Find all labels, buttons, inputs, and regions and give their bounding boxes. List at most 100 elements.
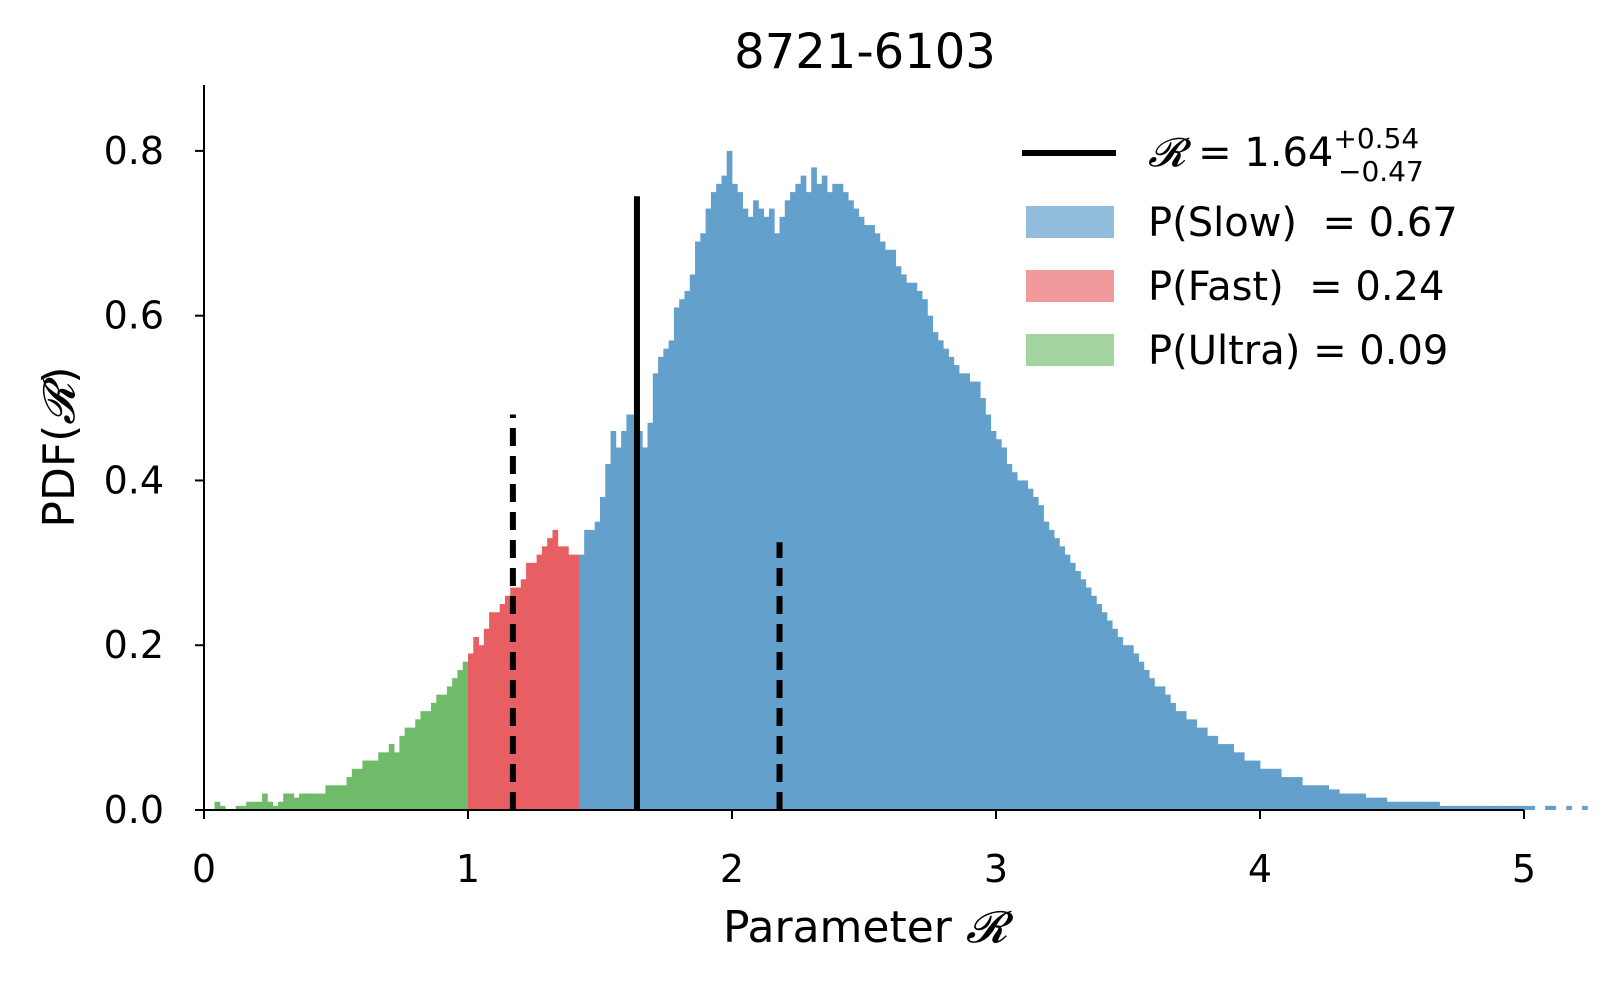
histogram-bar-slow xyxy=(1365,797,1372,810)
histogram-bar-ultra xyxy=(251,801,258,810)
histogram-bar-slow xyxy=(774,233,780,810)
histogram-bar-fast xyxy=(552,529,559,810)
x-axis-label: Parameter 𝓡 xyxy=(723,902,1014,953)
histogram-bar-ultra xyxy=(262,793,268,810)
histogram-bar-ultra xyxy=(341,785,347,810)
histogram-bar-slow xyxy=(621,431,627,810)
histogram-bar-slow xyxy=(695,241,701,811)
histogram-bar-slow xyxy=(1212,735,1219,810)
histogram-bar-slow xyxy=(1238,752,1245,810)
histogram-bar-slow xyxy=(959,373,965,810)
histogram-bar-slow xyxy=(1296,777,1303,810)
histogram-bar-slow xyxy=(879,241,886,811)
histogram-bar-fast xyxy=(563,546,569,810)
histogram-bar-slow xyxy=(1017,480,1023,810)
histogram-bar-slow xyxy=(1096,604,1102,810)
histogram-bar-fast xyxy=(504,595,511,810)
histogram-bar-slow xyxy=(1164,694,1171,810)
histogram-bar-slow xyxy=(1217,744,1224,810)
histogram-bar-fast xyxy=(541,546,548,810)
histogram-bar-fast xyxy=(494,612,501,810)
histogram-bar-ultra xyxy=(399,735,406,810)
histogram-bar-slow xyxy=(1122,645,1129,810)
histogram-bar-ultra xyxy=(441,694,448,810)
histogram-bar-slow xyxy=(642,447,648,810)
histogram-bar-slow xyxy=(1529,805,1535,810)
histogram-bar-slow xyxy=(1312,785,1319,810)
histogram-bar-slow xyxy=(1487,805,1493,810)
histogram-bar-slow xyxy=(1550,805,1557,810)
histogram-bar-slow xyxy=(869,225,875,810)
histogram-bar-slow xyxy=(1244,760,1250,810)
histogram-bar-slow xyxy=(679,299,685,810)
histogram-bar-slow xyxy=(1413,801,1419,810)
histogram-bar-slow xyxy=(1154,686,1161,810)
y-tick-label: 0.4 xyxy=(104,458,164,502)
histogram-bar-slow xyxy=(885,249,891,811)
histogram-bar-slow xyxy=(1249,760,1256,810)
legend-median-label: 𝓡 = 1.64+0.54 −0.47 xyxy=(1148,122,1424,188)
histogram-bar-slow xyxy=(1471,805,1477,810)
histogram-bar-fast xyxy=(468,653,474,810)
histogram-bar-ultra xyxy=(357,768,363,810)
histogram-bar-slow xyxy=(1138,661,1145,810)
histogram-bar-slow xyxy=(1360,793,1366,810)
x-tick-label: 2 xyxy=(720,847,744,891)
y-tick-label: 0.8 xyxy=(104,129,164,173)
histogram-bar-slow xyxy=(1508,805,1514,810)
axes xyxy=(203,85,1524,811)
histogram-bar-ultra xyxy=(404,727,411,810)
histogram-bar-slow xyxy=(1281,777,1287,810)
histogram-bar-ultra xyxy=(446,686,453,810)
histogram-bar-slow xyxy=(1038,505,1044,810)
histogram-bar-slow xyxy=(626,414,633,810)
histogram-bar-slow xyxy=(673,307,680,810)
histogram-bar-slow xyxy=(1302,785,1308,810)
histogram-bar-slow xyxy=(610,431,617,810)
histogram-bar-slow xyxy=(1170,702,1176,810)
legend-fast-label: P(Fast) = 0.24 xyxy=(1148,264,1444,310)
histogram-bar-slow xyxy=(795,183,802,810)
histogram-bar-slow xyxy=(605,463,611,810)
histogram-bar-slow xyxy=(1270,768,1277,810)
histogram-bar-slow xyxy=(1386,801,1393,810)
histogram-bar-slow xyxy=(1465,805,1472,810)
y-tick-label: 0.0 xyxy=(104,788,164,832)
x-tick-label: 1 xyxy=(456,847,480,891)
histogram-bar-slow xyxy=(980,398,986,810)
histogram-bar-slow xyxy=(1566,805,1572,810)
histogram-bar-slow xyxy=(1518,805,1525,810)
histogram-bar-slow xyxy=(1201,727,1208,810)
histogram-bar-fast xyxy=(531,562,538,810)
histogram-bar-fast xyxy=(547,538,553,810)
histogram-bar-fast xyxy=(483,628,490,810)
histogram-bar-slow xyxy=(1032,496,1039,810)
histogram-bar-slow xyxy=(668,340,675,810)
histogram-bar-slow xyxy=(837,183,844,810)
histogram-bar-slow xyxy=(1254,760,1261,810)
histogram-bar-slow xyxy=(578,554,585,810)
histogram-bar-ultra xyxy=(457,669,464,810)
histogram-bar-slow xyxy=(1228,744,1234,810)
histogram-bar-ultra xyxy=(436,694,442,810)
histogram-bar-slow xyxy=(615,447,622,810)
legend-fast-swatch xyxy=(1026,270,1114,302)
histogram-bar-fast xyxy=(568,554,574,810)
histogram-bar-slow xyxy=(1001,447,1007,810)
histogram-bar-slow xyxy=(758,208,765,811)
histogram-bar-fast xyxy=(536,554,543,810)
legend-slow-swatch xyxy=(1026,206,1114,238)
histogram-bar-ultra xyxy=(288,793,295,810)
histogram-bar-slow xyxy=(1112,628,1118,810)
histogram-bar-slow xyxy=(937,340,944,810)
histogram-bar-slow xyxy=(1407,801,1414,810)
histogram-bars xyxy=(214,150,1588,811)
histogram-bar-slow xyxy=(1349,793,1356,810)
histogram-bar-slow xyxy=(1128,645,1134,810)
y-tick-label: 0.2 xyxy=(104,623,164,667)
histogram-bar-slow xyxy=(716,183,722,810)
histogram-bar-slow xyxy=(1582,805,1588,810)
histogram-bar-slow xyxy=(821,175,828,810)
x-ticks: 0 1 2 3 4 5 xyxy=(192,810,1536,891)
histogram-bar-ultra xyxy=(452,678,458,810)
